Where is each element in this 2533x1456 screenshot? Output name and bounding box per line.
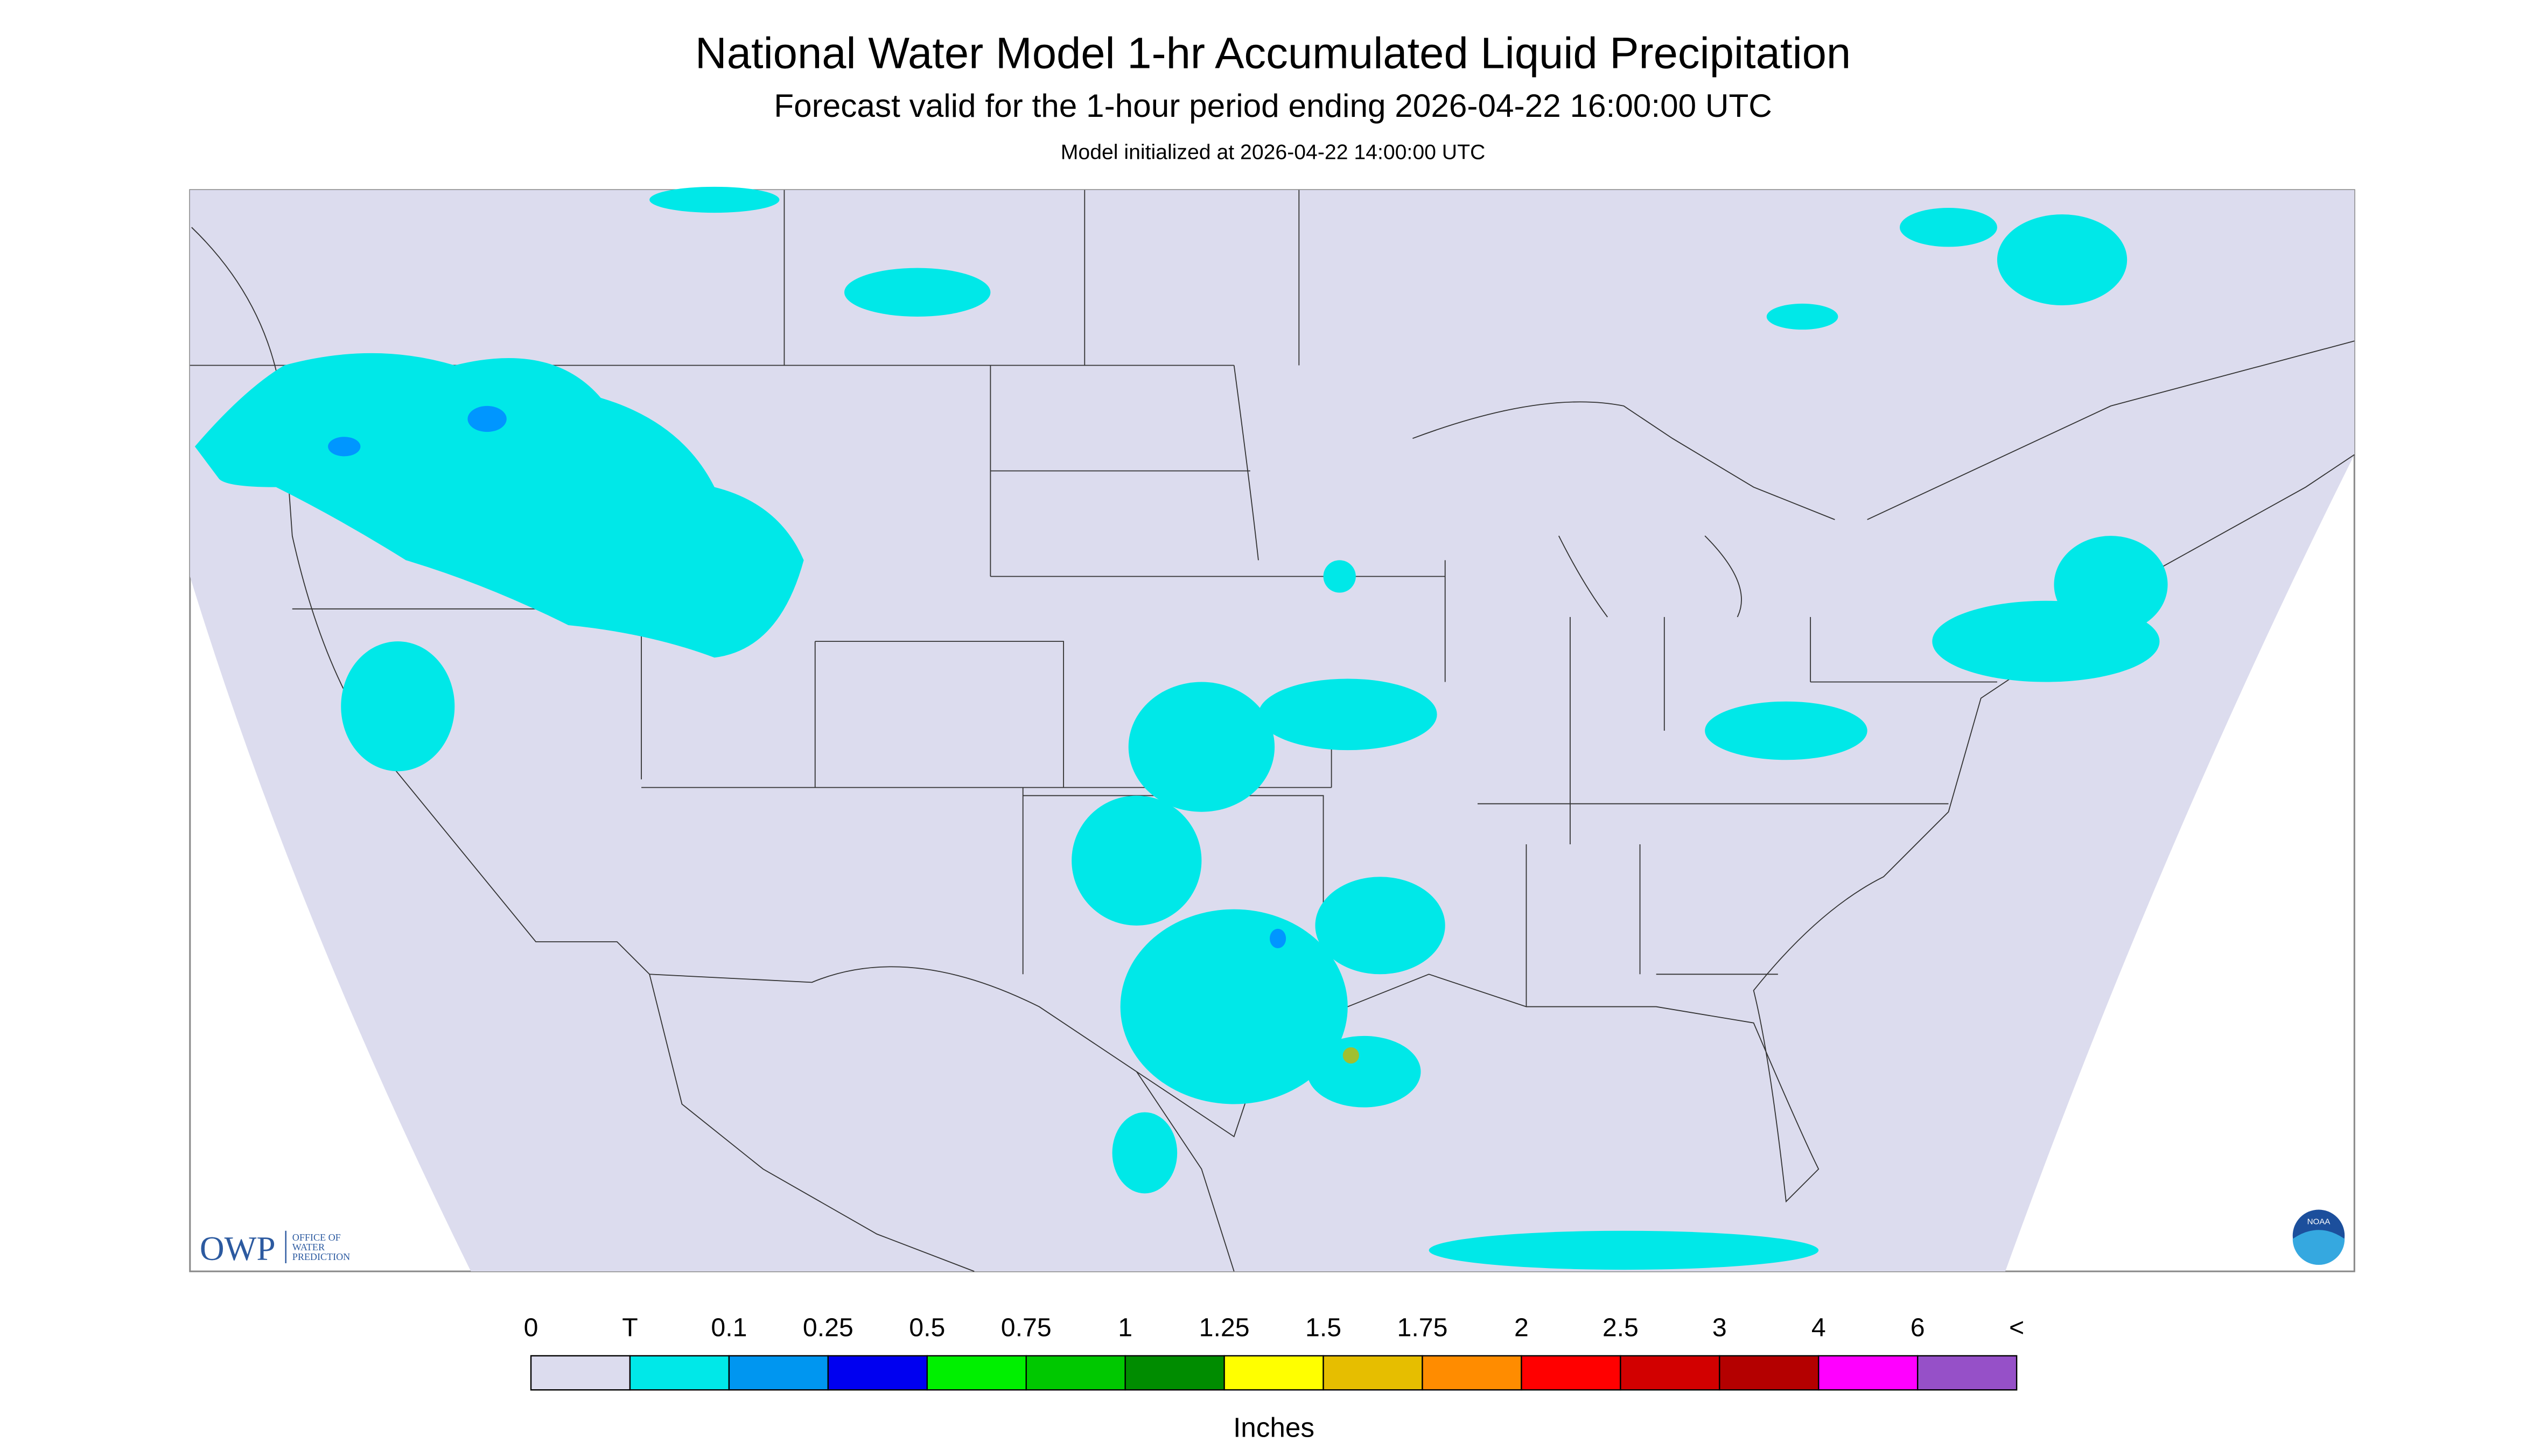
precip-peak (1342, 1047, 1359, 1064)
owp-mark: OWP (200, 1230, 276, 1268)
title: National Water Model 1-hr Accumulated Li… (695, 29, 1851, 78)
state-lines (190, 190, 2355, 1272)
legend-label: 3 (1712, 1313, 1727, 1342)
legend-label: 1.25 (1199, 1313, 1250, 1342)
legend-label: 0.25 (803, 1313, 853, 1342)
legend-label: 0.1 (711, 1313, 747, 1342)
legend-swatch (1818, 1355, 1919, 1391)
legend-swatch (629, 1355, 730, 1391)
legend-label: 6 (1911, 1313, 1925, 1342)
owp-name: OFFICE OF (292, 1232, 341, 1243)
legend-label: 2 (1514, 1313, 1529, 1342)
precipitation (194, 186, 2168, 1270)
legend-swatch (1223, 1355, 1324, 1391)
legend: 0 T 0.1 0.25 0.5 0.75 1 1.25 1.5 1.75 2 2.5 3 4 6 < Inch… (524, 1313, 2025, 1443)
legend-label: 0 (524, 1313, 538, 1342)
legend-label: 1.5 (1305, 1313, 1341, 1342)
legend-label: T (622, 1313, 638, 1342)
legend-swatch (1521, 1355, 1621, 1391)
legend-swatch (1916, 1355, 2018, 1391)
legend-swatch (1025, 1355, 1126, 1391)
legend-swatch (926, 1355, 1027, 1391)
legend-label: 2.5 (1603, 1313, 1639, 1342)
owp-logo: OWP OFFICE OF WATER PREDICTION (200, 1230, 350, 1268)
owp-name: PREDICTION (292, 1251, 350, 1262)
noaa-mark: NOAA (2307, 1217, 2331, 1227)
legend-swatch (530, 1355, 631, 1391)
subtitle: Forecast valid for the 1-hour period end… (774, 87, 1772, 124)
legend-label: 4 (1811, 1313, 1826, 1342)
init-note: Model initialized at 2026-04-22 14:00:00… (1061, 141, 1486, 164)
owp-name: WATER (292, 1242, 325, 1252)
legend-swatch (1620, 1355, 1720, 1391)
legend-label: < (2009, 1313, 2024, 1342)
legend-label: 0.5 (909, 1313, 945, 1342)
legend-swatch (1422, 1355, 1522, 1391)
legend-swatch (728, 1355, 829, 1391)
legend-swatch (1124, 1355, 1225, 1391)
map: OWP OFFICE OF WATER PREDICTION NOAA (189, 186, 2355, 1272)
legend-label: 1.75 (1397, 1313, 1448, 1342)
legend-swatch (827, 1355, 928, 1391)
noaa-logo: NOAA (2292, 1209, 2345, 1265)
legend-units: Inches (1233, 1412, 1314, 1443)
legend-label: 0.75 (1001, 1313, 1052, 1342)
legend-swatch (1323, 1355, 1423, 1391)
legend-label: 1 (1118, 1313, 1132, 1342)
legend-swatch (1719, 1355, 1820, 1391)
